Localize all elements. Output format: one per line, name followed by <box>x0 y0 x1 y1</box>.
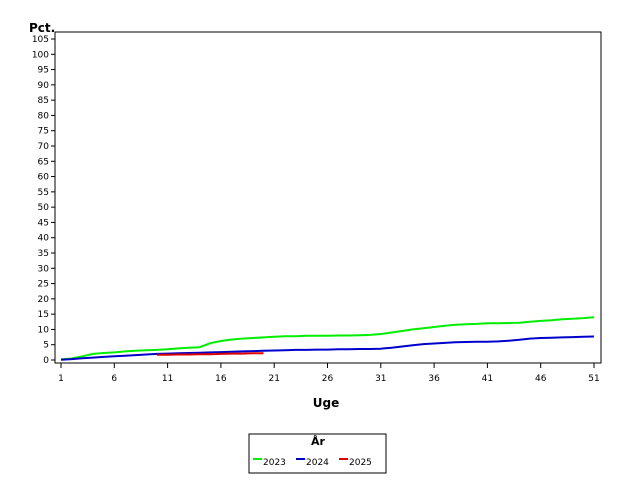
series-line-2024 <box>60 335 595 361</box>
y-tick-label: 70 <box>38 142 50 152</box>
legend-label-2024: 2024 <box>306 458 329 468</box>
series-lines <box>60 316 595 361</box>
x-tick-label: 21 <box>268 374 279 384</box>
legend-box <box>248 433 387 474</box>
y-tick-label: 100 <box>32 50 49 60</box>
x-tick-label: 6 <box>111 374 117 384</box>
x-tick-label: 41 <box>482 374 493 384</box>
legend-title: År <box>311 435 326 448</box>
y-axis: 0 5 10 15 20 25 30 35 40 45 50 55 60 65 70 75 80 85 90 95 10… <box>32 35 55 366</box>
y-tick-label: 55 <box>38 188 49 198</box>
y-tick-label: 50 <box>38 203 50 213</box>
series-line-2025 <box>156 352 264 356</box>
x-tick-label: 16 <box>215 374 227 384</box>
x-tick-label: 1 <box>58 374 64 384</box>
legend-label-2023: 2023 <box>263 458 286 468</box>
y-tick-label: 45 <box>38 218 49 228</box>
y-tick-label: 105 <box>32 35 49 45</box>
y-axis-title: Pct. <box>29 21 55 35</box>
x-tick-label: 26 <box>322 374 334 384</box>
y-tick-label: 35 <box>38 249 49 259</box>
x-tick-label: 11 <box>162 374 173 384</box>
legend-items: 2023 2024 2025 <box>253 458 372 468</box>
series-line-2023 <box>60 316 595 361</box>
legend-label-2025: 2025 <box>349 458 372 468</box>
x-axis: 1 6 11 16 21 26 31 36 41 46 51 <box>58 363 600 384</box>
y-tick-label: 20 <box>38 295 50 305</box>
plot-area <box>54 31 602 364</box>
y-tick-label: 10 <box>38 325 50 335</box>
y-tick-label: 85 <box>38 96 49 106</box>
x-tick-label: 36 <box>428 374 440 384</box>
y-tick-label: 40 <box>38 234 50 244</box>
x-tick-label: 51 <box>588 374 599 384</box>
y-tick-label: 65 <box>38 157 49 167</box>
y-tick-label: 90 <box>38 81 50 91</box>
x-axis-title: Uge <box>313 396 339 410</box>
y-tick-label: 30 <box>38 264 50 274</box>
legend: År 2023 2024 2025 <box>248 433 387 474</box>
x-tick-label: 46 <box>535 374 547 384</box>
y-tick-label: 25 <box>38 280 49 290</box>
x-tick-label: 31 <box>375 374 386 384</box>
y-tick-label: 75 <box>38 127 49 137</box>
y-tick-label: 60 <box>38 173 50 183</box>
y-tick-label: 0 <box>43 356 49 366</box>
y-tick-label: 5 <box>43 341 49 351</box>
y-tick-label: 80 <box>38 111 50 121</box>
y-tick-label: 15 <box>38 310 49 320</box>
y-tick-label: 95 <box>38 66 49 76</box>
